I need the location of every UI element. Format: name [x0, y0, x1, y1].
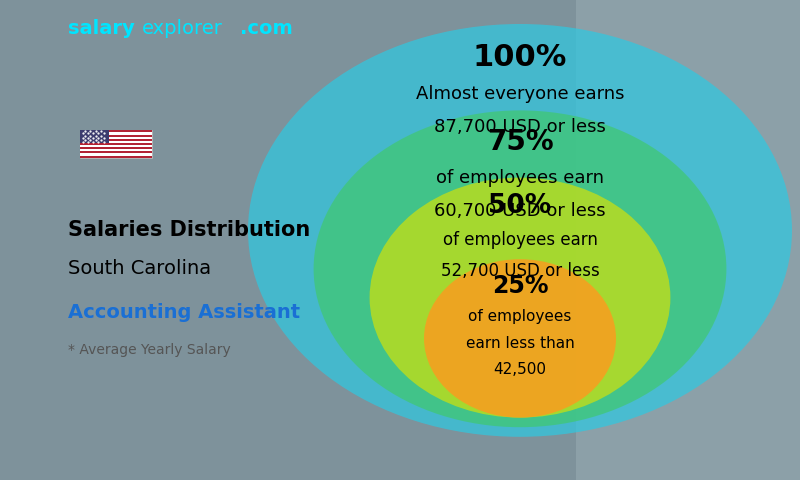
Text: salary: salary [68, 19, 134, 38]
FancyBboxPatch shape [80, 139, 152, 141]
Text: of employees: of employees [468, 309, 572, 324]
Text: 42,500: 42,500 [494, 362, 546, 377]
Text: 60,700 USD or less: 60,700 USD or less [434, 202, 606, 220]
FancyBboxPatch shape [80, 137, 152, 139]
Text: earn less than: earn less than [466, 336, 574, 351]
FancyBboxPatch shape [80, 149, 152, 151]
FancyBboxPatch shape [80, 132, 152, 134]
FancyBboxPatch shape [80, 147, 152, 149]
Text: * Average Yearly Salary: * Average Yearly Salary [68, 343, 230, 358]
Ellipse shape [314, 110, 726, 427]
Ellipse shape [248, 24, 792, 437]
Text: of employees earn: of employees earn [442, 231, 598, 249]
FancyBboxPatch shape [80, 143, 152, 145]
FancyBboxPatch shape [80, 130, 152, 132]
FancyBboxPatch shape [80, 130, 152, 157]
FancyBboxPatch shape [0, 0, 576, 480]
Text: South Carolina: South Carolina [68, 259, 211, 278]
FancyBboxPatch shape [80, 145, 152, 147]
Text: 87,700 USD or less: 87,700 USD or less [434, 118, 606, 136]
FancyBboxPatch shape [80, 141, 152, 143]
FancyBboxPatch shape [80, 134, 152, 137]
Text: Salaries Distribution: Salaries Distribution [68, 220, 310, 240]
FancyBboxPatch shape [80, 156, 152, 157]
FancyBboxPatch shape [80, 151, 152, 154]
Text: 52,700 USD or less: 52,700 USD or less [441, 262, 599, 280]
Text: .com: .com [240, 19, 293, 38]
Text: 50%: 50% [488, 193, 552, 219]
Text: 75%: 75% [486, 128, 554, 156]
FancyBboxPatch shape [80, 154, 152, 156]
Text: 100%: 100% [473, 43, 567, 72]
Text: explorer: explorer [142, 19, 222, 38]
Text: Almost everyone earns: Almost everyone earns [416, 84, 624, 103]
Text: of employees earn: of employees earn [436, 168, 604, 187]
Ellipse shape [424, 259, 616, 418]
Text: Accounting Assistant: Accounting Assistant [68, 302, 300, 322]
Ellipse shape [370, 178, 670, 418]
Text: 25%: 25% [492, 274, 548, 298]
FancyBboxPatch shape [80, 131, 109, 143]
